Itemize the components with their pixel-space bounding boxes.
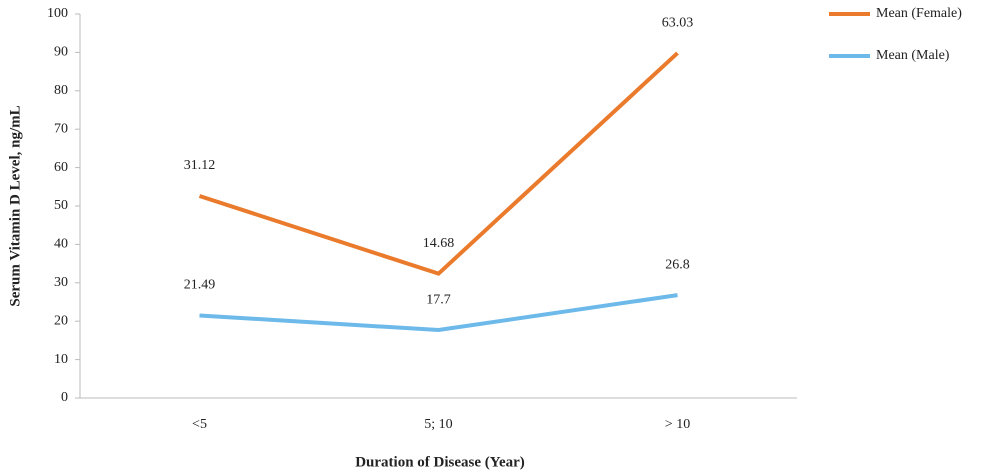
y-tick-label: 80 <box>54 83 68 98</box>
data-label: 14.68 <box>423 236 455 251</box>
y-tick-label: 40 <box>54 237 68 252</box>
data-label: 21.49 <box>184 278 216 293</box>
data-label: 63.03 <box>662 15 694 30</box>
legend-label: Mean (Male) <box>876 48 950 63</box>
y-tick-label: 20 <box>54 313 68 328</box>
legend-label: Mean (Female) <box>876 6 962 21</box>
data-label: 31.12 <box>184 158 216 173</box>
data-label: 17.7 <box>426 292 451 307</box>
x-axis-title: Duration of Disease (Year) <box>355 454 525 470</box>
x-tick-label: > 10 <box>665 417 690 432</box>
x-tick-label: <5 <box>192 417 207 432</box>
y-axis-title: Serum Vitamin D Level, ng/mL <box>7 105 23 306</box>
y-tick-label: 30 <box>54 275 68 290</box>
line <box>199 293 678 333</box>
y-tick-label: 50 <box>54 198 68 213</box>
y-tick-label: 100 <box>47 6 68 21</box>
y-tick-label: 0 <box>61 390 68 405</box>
y-tick-label: 10 <box>54 352 68 367</box>
data-label: 26.8 <box>665 257 690 272</box>
y-tick-label: 60 <box>54 160 68 175</box>
y-tick-label: 90 <box>54 45 68 60</box>
x-tick-label: 5; 10 <box>424 417 452 432</box>
line <box>198 51 679 276</box>
y-tick-label: 70 <box>54 121 68 136</box>
